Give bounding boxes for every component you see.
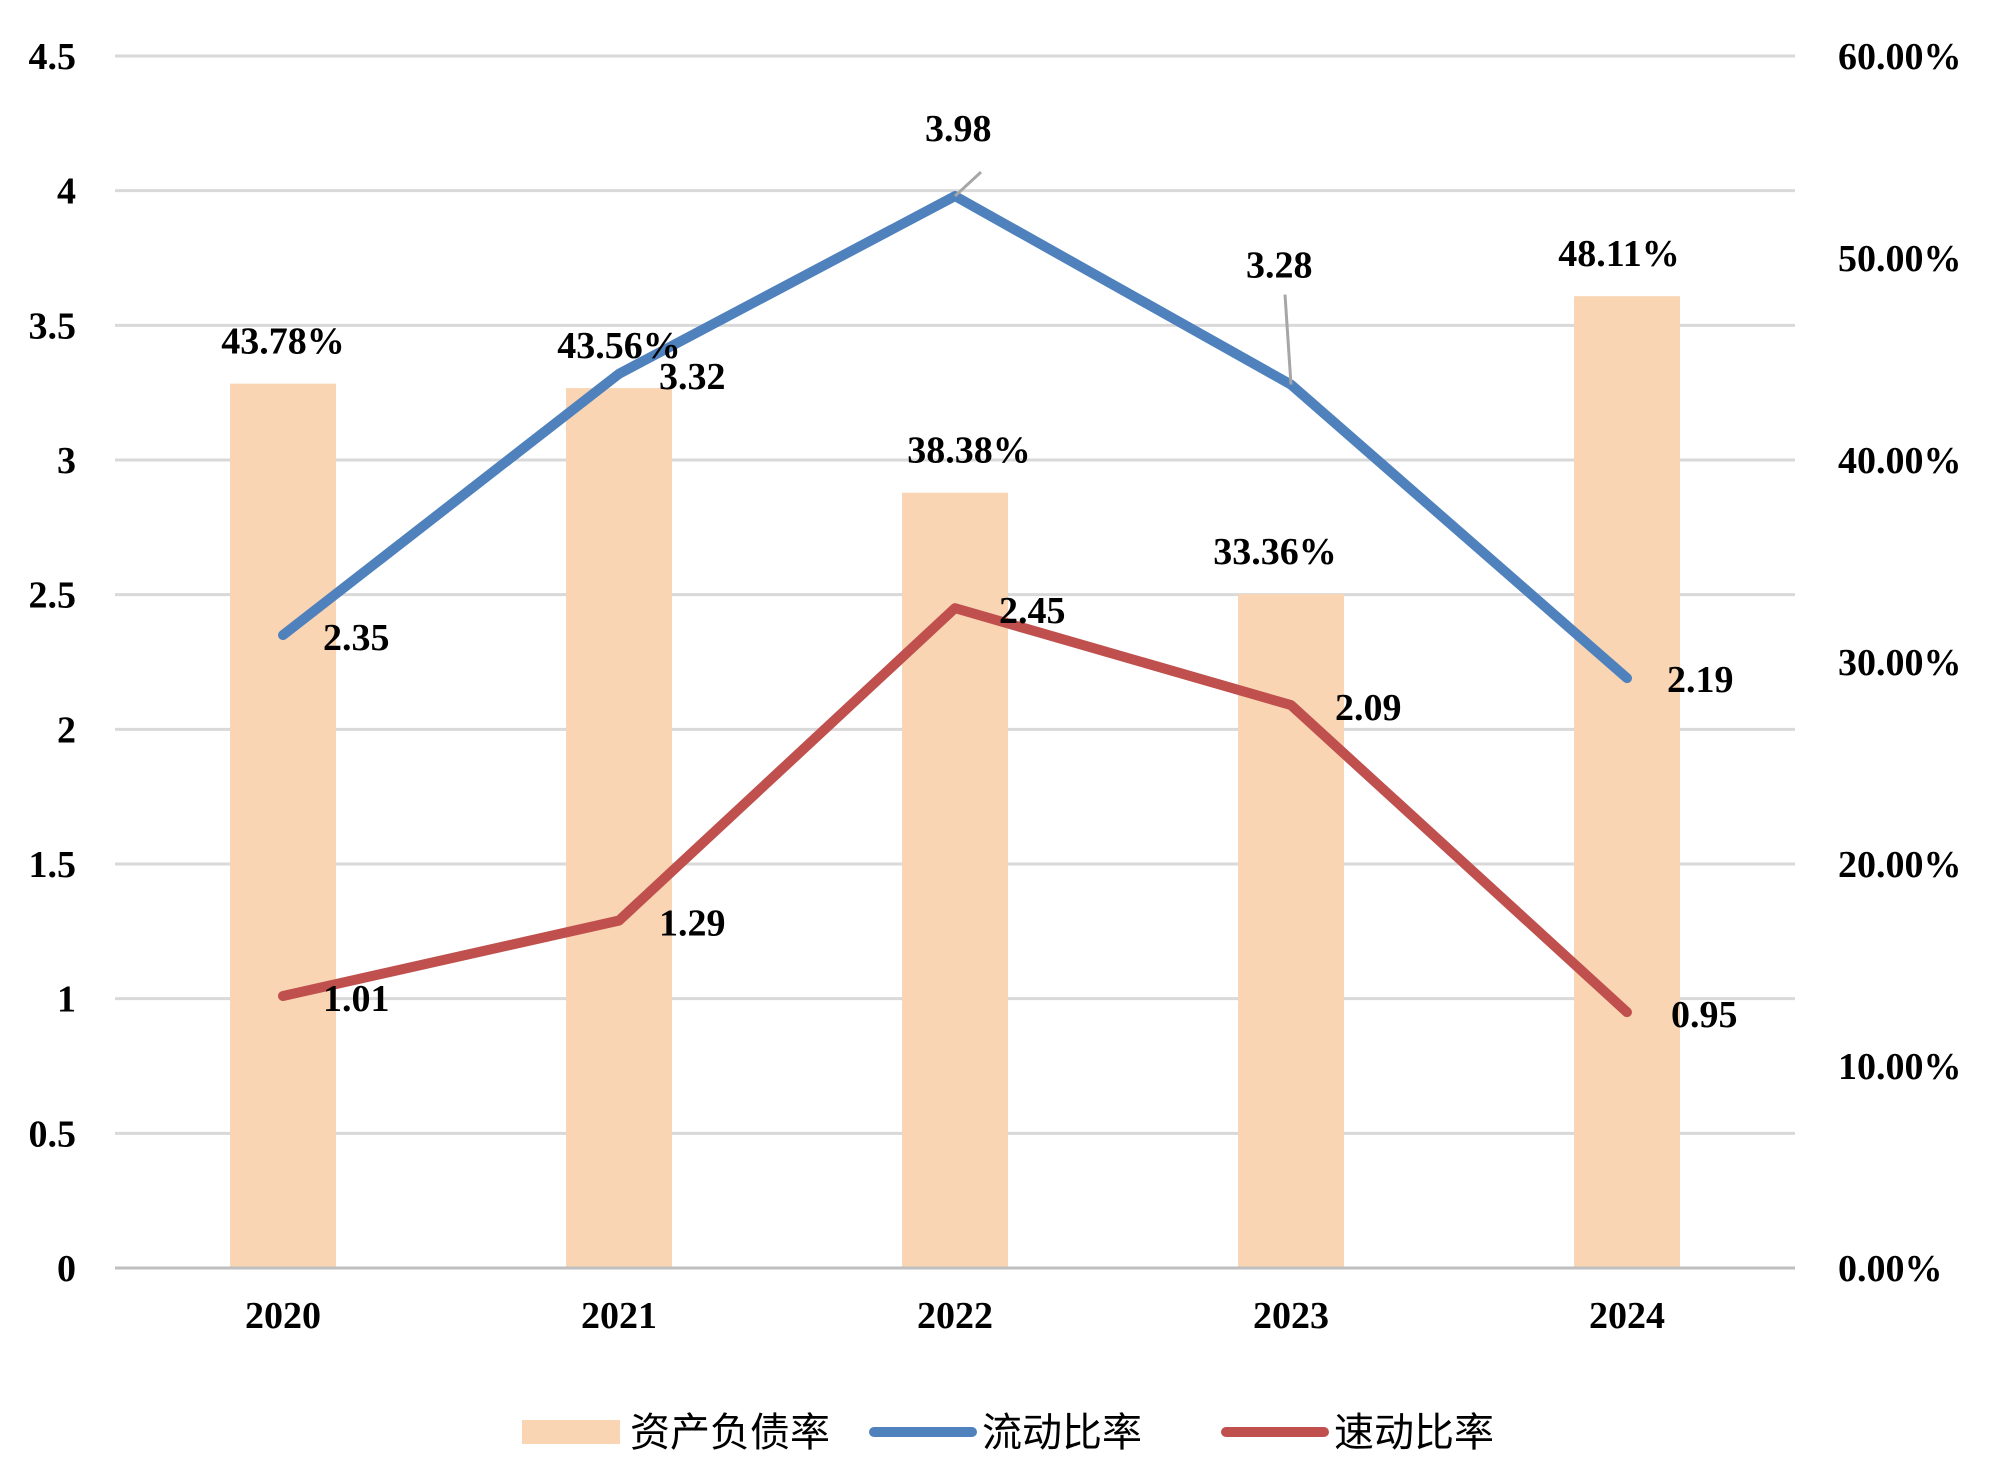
legend-label: 速动比率 [1334, 1410, 1494, 1456]
y-left-tick-label: 1.5 [29, 844, 77, 886]
x-tick-label: 2022 [917, 1295, 993, 1337]
bar [230, 383, 336, 1268]
line-data-label: 2.09 [1335, 687, 1402, 729]
x-tick-label: 2020 [245, 1295, 321, 1337]
y-left-tick-label: 3 [57, 440, 76, 482]
line-point [618, 372, 620, 375]
y-right-tick-label: 10.00% [1838, 1046, 1962, 1088]
legend-swatch [522, 1420, 620, 1444]
line-point [1290, 704, 1292, 707]
axes: 0 0.5 1 1.5 2 2.5 3 3.5 4 4.5 0.00% 10.00% 20.00% 30.… [29, 36, 1962, 1337]
y-left-tick-label: 0 [57, 1248, 76, 1290]
y-right-tick-label: 60.00% [1838, 36, 1962, 78]
line-data-label: 3.98 [925, 108, 992, 150]
legend-label: 流动比率 [982, 1410, 1142, 1456]
line-point [282, 994, 284, 997]
leader-line [1283, 294, 1293, 385]
y-right-tick-label: 30.00% [1838, 642, 1962, 684]
y-left-tick-label: 3.5 [29, 305, 77, 347]
line-point [954, 607, 956, 610]
bar-data-label: 33.36% [1213, 531, 1337, 573]
data-labels: 43.78% 43.56% 38.38% 33.36% 48.11% 2.35 3.32 3.… [221, 108, 1737, 1036]
line-data-label: 1.01 [323, 978, 390, 1020]
legend: 资产负债率 流动比率 速动比率 [522, 1410, 1494, 1456]
legend-label: 资产负债率 [630, 1410, 830, 1456]
x-tick-label: 2024 [1589, 1295, 1665, 1337]
line-data-label: 1.29 [659, 903, 726, 945]
line-data-label: 0.95 [1671, 994, 1738, 1036]
y-left-tick-label: 4 [57, 171, 76, 213]
y-left-tick-label: 1 [57, 979, 76, 1021]
line-data-label: 3.32 [659, 356, 726, 398]
y-right-tick-label: 50.00% [1838, 238, 1962, 280]
line-point [1626, 677, 1628, 680]
line-point [618, 919, 620, 922]
bar-data-label: 48.11% [1558, 233, 1679, 275]
y-left-tick-label: 4.5 [29, 36, 77, 78]
y-left-tick-label: 2.5 [29, 575, 77, 617]
y-right-tick-label: 20.00% [1838, 844, 1962, 886]
bar-series [230, 296, 1680, 1269]
y-right-tick-label: 0.00% [1838, 1248, 1943, 1290]
line-data-label: 2.19 [1667, 659, 1734, 701]
y-right-tick-label: 40.00% [1838, 440, 1962, 482]
line-data-label: 2.35 [323, 617, 390, 659]
y-left-tick-label: 0.5 [29, 1113, 77, 1155]
line-point [282, 634, 284, 637]
bar-data-label: 38.38% [907, 430, 1031, 472]
bar [566, 388, 672, 1268]
leader-line [953, 170, 983, 198]
bar-data-label: 43.78% [221, 321, 345, 363]
bar [1574, 296, 1680, 1269]
line-point [1626, 1011, 1628, 1014]
x-tick-label: 2023 [1253, 1295, 1329, 1337]
y-left-tick-label: 2 [57, 709, 76, 751]
line-data-label: 3.28 [1246, 245, 1313, 287]
x-tick-label: 2021 [581, 1295, 657, 1337]
line-data-label: 2.45 [999, 590, 1066, 632]
bar-data-label: 43.56% [557, 325, 681, 367]
